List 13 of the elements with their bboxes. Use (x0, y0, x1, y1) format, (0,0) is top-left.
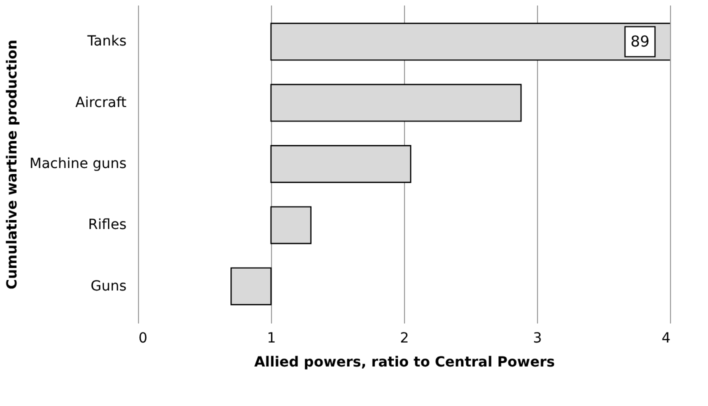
y-axis-title: Cumulative wartime production (4, 40, 21, 290)
y-tick-label: Rifles (88, 217, 126, 234)
y-tick-label: Machine guns (30, 156, 126, 172)
x-tick-label: 3 (533, 330, 542, 346)
x-tick-label: 4 (662, 330, 671, 346)
x-axis-title: Allied powers, ratio to Central Powers (254, 354, 555, 370)
y-tick-label: Aircraft (75, 94, 128, 111)
x-tick-label: 1 (267, 330, 276, 346)
y-tick-label: Tanks (86, 34, 126, 50)
y-tick-label: Guns (90, 278, 126, 294)
data-label: 89 (630, 32, 650, 51)
x-tick-label: 2 (400, 330, 409, 346)
x-tick-label: 0 (138, 330, 148, 346)
